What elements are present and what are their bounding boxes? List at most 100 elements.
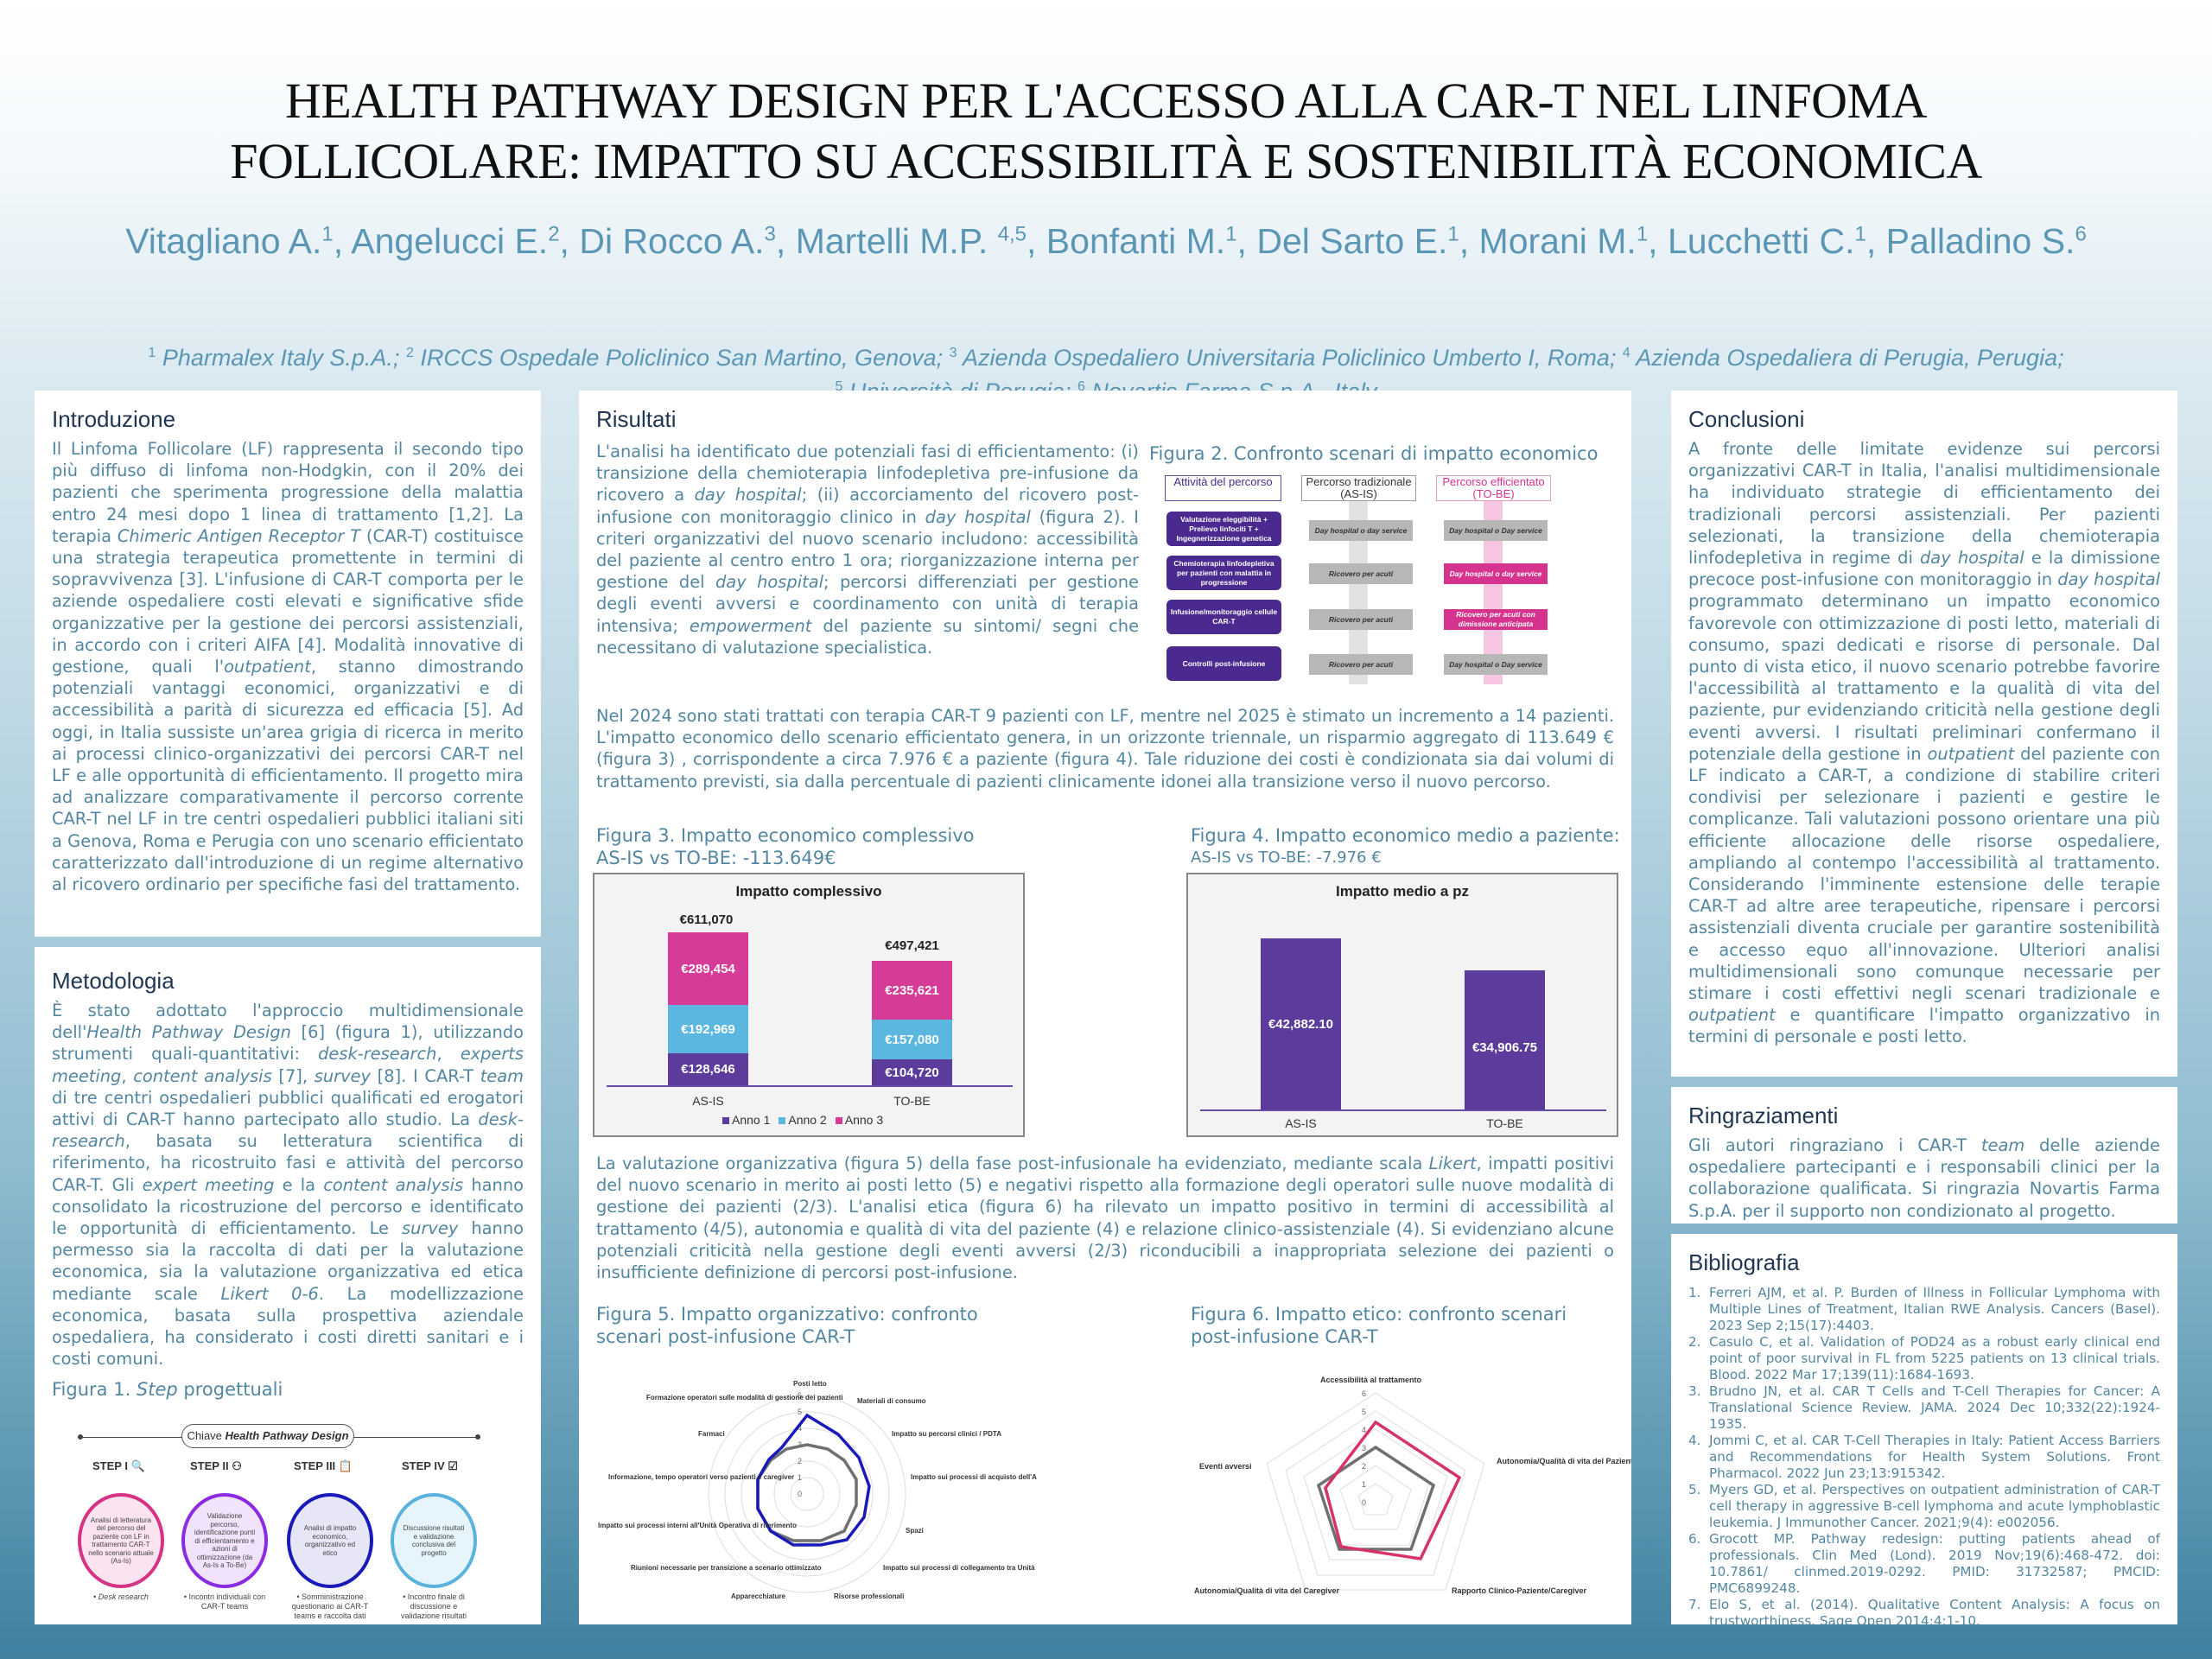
svg-text:Materiali di consumo: Materiali di consumo (857, 1397, 926, 1405)
as-is-arrow (1349, 501, 1368, 684)
series-as-is (756, 1443, 858, 1542)
author: Lucchetti C. (1667, 221, 1855, 261)
svg-text:Risorse professionali: Risorse professionali (834, 1592, 904, 1600)
svg-text:Apparecchiature: Apparecchiature (731, 1592, 786, 1600)
svg-text:Farmaci: Farmaci (698, 1430, 725, 1438)
section-heading: Risultati (596, 406, 677, 432)
affiliation: IRCCS Ospedale Policlinico San Martino, … (413, 345, 950, 371)
activity-3: Infusione/monitoraggio cellule CAR-T (1166, 600, 1281, 634)
poster-title: HEALTH PATHWAY DESIGN PER L'ACCESSO ALLA… (0, 71, 2212, 192)
legend-item-anno-2: Anno 2 (779, 1113, 827, 1127)
radar-axis-labels: Accessibilità al trattamento Autonomia/Q… (1194, 1376, 1631, 1595)
panel-bibliografia: Bibliografia 1. Ferreri AJM, et al. P. Bu… (1671, 1234, 2177, 1624)
series-as-is (1316, 1445, 1436, 1551)
svg-text:Spazi: Spazi (906, 1527, 924, 1535)
header-activity: Attività del percorso (1165, 475, 1281, 501)
reference-item: 5. Myers GD, et al. Perspectives on outpa… (1688, 1482, 2160, 1530)
header-to-be: Percorso efficientato (TO-BE) (1436, 475, 1551, 501)
as-is-3: Ricovero per acuti (1309, 609, 1413, 630)
results-para-1: L'analisi ha identificato due potenziali… (596, 442, 1139, 658)
figure-6-caption: Figura 6. Impatto etico: confronto scena… (1191, 1304, 1567, 1347)
step-2-circle: Validazione percorso, identificazione pu… (181, 1493, 268, 1589)
svg-text:4: 4 (1362, 1426, 1366, 1434)
bar-as-is-anno-2: €192,969 (668, 1005, 748, 1053)
figure-4-bar-chart: Impatto medio a pz €42,882.10 €34,906.75… (1186, 873, 1618, 1137)
x-label-as-is: AS-IS (692, 1094, 724, 1108)
author: Bonfanti M. (1046, 221, 1226, 261)
author: Di Rocco A. (579, 221, 765, 261)
reference-list: 1. Ferreri AJM, et al. P. Burden of Illne… (1688, 1285, 2160, 1624)
svg-text:Posti letto: Posti letto (793, 1380, 827, 1388)
svg-text:Autonomia/Qualità di vita del: Autonomia/Qualità di vita del Paziente (1497, 1457, 1631, 1465)
step-3-circle: Analisi di impatto economico, organizzat… (287, 1493, 373, 1589)
conclusions-text: A fronte delle limitate evidenze sui per… (1688, 439, 2160, 1047)
panel-conclusioni: Conclusioni A fronte delle limitate evid… (1671, 391, 2177, 1077)
activity-2: Chemioterapia linfodepletiva per pazient… (1166, 556, 1281, 590)
section-heading: Bibliografia (1688, 1249, 1800, 1275)
to-be-4: Day hospital o Day service (1444, 654, 1548, 675)
bar-as-is-anno-1: €128,646 (668, 1053, 748, 1085)
legend-item-anno-1: Anno 1 (722, 1113, 770, 1127)
reference-item: 2. Casulo C, et al. Validation of POD24 a… (1688, 1334, 2160, 1382)
radar-axis-labels: Posti letto Materiali di consumo Impatto… (598, 1380, 1037, 1600)
key-label: Chiave Health Pathway Design (181, 1424, 354, 1449)
svg-text:Autonomia/Qualità di vita del: Autonomia/Qualità di vita del Caregiver (1194, 1586, 1340, 1595)
bar-as-is: €42,882.10 (1261, 938, 1341, 1109)
svg-text:6: 6 (1362, 1389, 1366, 1398)
x-label-as-is: AS-IS (1285, 1116, 1317, 1130)
author: Del Sarto E. (1256, 221, 1448, 261)
figure-6-radar-chart: 0 1 2 3 4 5 6 Accessibilità al trattamento Au… (1194, 1376, 1631, 1595)
affiliation: Azienda Ospedaliero Universitaria Policl… (957, 345, 1623, 371)
figure-5-caption: Figura 5. Impatto organizzativo: confron… (596, 1304, 978, 1347)
bar-to-be: €34,906.75 (1465, 970, 1545, 1109)
radar-ticks: 0 1 2 3 4 5 6 (1362, 1389, 1366, 1507)
figure-3-stacked-bar-chart: Impatto complessivo €611,070 €289,454 €1… (593, 873, 1025, 1137)
figure-1-caption: Figura 1. Step progettuali (52, 1379, 283, 1401)
panel-metodologia: Metodologia È stato adottato l'approccio… (35, 947, 541, 1624)
step-4-circle: Discussione risultati e validazione conc… (391, 1493, 477, 1589)
as-is-2: Ricovero per acuti (1309, 563, 1413, 584)
figure-1-steps-diagram: Chiave Health Pathway Design STEP I 🔍 ST… (52, 1411, 524, 1620)
reference-item: 6. Grocott MP. Pathway redesign: putting … (1688, 1531, 2160, 1596)
step-4-label: STEP IV ☑ (402, 1459, 458, 1473)
affiliation: Azienda Ospedaliera di Perugia, Perugia; (1630, 345, 2064, 371)
reference-item: 4. Jommi C, et al. CAR T-Cell Therapies i… (1688, 1433, 2160, 1481)
to-be-arrow (1484, 501, 1503, 684)
author: Morani M. (1478, 221, 1637, 261)
clipboard-icon: 📋 (338, 1459, 353, 1473)
svg-text:Impatto sui processi di colleg: Impatto sui processi di collegamento tra… (883, 1564, 1037, 1572)
svg-text:Impatto sui processi interni a: Impatto sui processi interni all'Unità O… (598, 1522, 797, 1529)
step-3-label: STEP III 📋 (294, 1459, 353, 1473)
svg-text:Informazione, tempo operatori: Informazione, tempo operatori verso pazi… (608, 1473, 794, 1481)
to-be-1: Day hospital o Day service (1444, 520, 1548, 541)
step-1-activity: • Desk research (93, 1592, 149, 1602)
title-line-2: FOLLICOLARE: IMPATTO SU ACCESSIBILITÀ E … (230, 133, 1982, 189)
svg-text:2: 2 (798, 1457, 802, 1465)
step-3-activity: • Somministrazione questionario ai CAR-T… (291, 1592, 369, 1621)
as-is-4: Ricovero per acuti (1309, 654, 1413, 675)
author-list: Vitagliano A.1, Angelucci E.2, Di Rocco … (125, 221, 2087, 261)
figure-4-caption: Figura 4. Impatto economico medio a pazi… (1191, 825, 1620, 867)
chart-legend: Anno 1 Anno 2 Anno 3 (722, 1113, 883, 1127)
step-1-circle: Analisi di letteratura del percorso del … (78, 1493, 164, 1589)
to-be-2: Day hospital o day service (1444, 563, 1548, 584)
step-2-label: STEP II ⚇ (190, 1459, 242, 1473)
author: Palladino S. (1885, 221, 2075, 261)
series-to-be (756, 1413, 871, 1547)
bar-to-be-anno-2: €157,080 (872, 1020, 952, 1059)
author: Angelucci E. (351, 221, 549, 261)
step-2-activity: • Incontri individuali con CAR-T teams (183, 1592, 266, 1611)
svg-text:Accessibilità al trattamento: Accessibilità al trattamento (1320, 1376, 1422, 1384)
section-heading: Metodologia (52, 968, 175, 994)
svg-text:Impatto su percorsi clinici /: Impatto su percorsi clinici / PDTA (892, 1430, 1001, 1438)
bar-to-be-anno-3: €235,621 (872, 961, 952, 1020)
author: Martelli M.P. (795, 221, 998, 261)
header-as-is: Percorso tradizionale (AS-IS) (1301, 475, 1416, 501)
activity-4: Controlli post-infusione (1166, 646, 1281, 681)
as-is-1: Day hospital o day service (1309, 520, 1413, 541)
total-label-to-be: €497,421 (885, 938, 939, 953)
intro-text: Il Linfoma Follicolare (LF) rappresenta … (52, 439, 524, 895)
radar-grid (708, 1395, 906, 1593)
x-label-to-be: TO-BE (1486, 1116, 1523, 1130)
